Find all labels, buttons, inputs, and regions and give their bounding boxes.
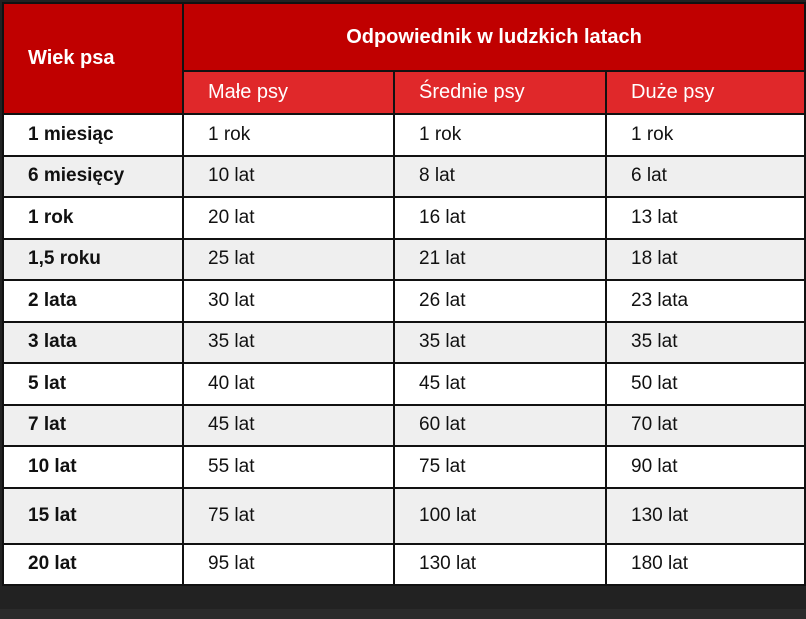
cell-large: 50 lat bbox=[605, 362, 806, 406]
cell-small: 45 lat bbox=[182, 403, 395, 447]
cell-small: 95 lat bbox=[182, 542, 395, 586]
table-row: 2 lata 30 lat 26 lat 23 lata bbox=[2, 279, 806, 323]
header-small-dogs: Małe psy bbox=[182, 70, 395, 115]
cell-dog-age: 5 lat bbox=[2, 362, 184, 406]
cell-large: 6 lat bbox=[605, 154, 806, 198]
table-row: 6 miesięcy 10 lat 8 lat 6 lat bbox=[2, 154, 806, 198]
cell-small: 10 lat bbox=[182, 154, 395, 198]
cell-small: 25 lat bbox=[182, 237, 395, 281]
table-row: 1,5 roku 25 lat 21 lat 18 lat bbox=[2, 237, 806, 281]
cell-medium: 16 lat bbox=[393, 196, 607, 240]
cell-medium: 130 lat bbox=[393, 542, 607, 586]
table-row: 3 lata 35 lat 35 lat 35 lat bbox=[2, 320, 806, 364]
header-human-equivalent: Odpowiednik w ludzkich latach bbox=[182, 2, 806, 72]
cell-dog-age: 1 miesiąc bbox=[2, 113, 184, 157]
header-dog-age: Wiek psa bbox=[2, 2, 184, 115]
cell-dog-age: 1,5 roku bbox=[2, 237, 184, 281]
cell-dog-age: 7 lat bbox=[2, 403, 184, 447]
cell-large: 70 lat bbox=[605, 403, 806, 447]
table-row: 7 lat 45 lat 60 lat 70 lat bbox=[2, 403, 806, 447]
table-row: 15 lat 75 lat 100 lat 130 lat bbox=[2, 486, 806, 545]
cell-dog-age: 3 lata bbox=[2, 320, 184, 364]
cell-small: 75 lat bbox=[182, 486, 395, 545]
cell-large: 130 lat bbox=[605, 486, 806, 545]
cell-small: 1 rok bbox=[182, 113, 395, 157]
cell-large: 35 lat bbox=[605, 320, 806, 364]
cell-medium: 75 lat bbox=[393, 445, 607, 489]
cell-small: 35 lat bbox=[182, 320, 395, 364]
table-row: 10 lat 55 lat 75 lat 90 lat bbox=[2, 445, 806, 489]
cell-medium: 35 lat bbox=[393, 320, 607, 364]
cell-medium: 8 lat bbox=[393, 154, 607, 198]
cell-dog-age: 15 lat bbox=[2, 486, 184, 545]
dog-age-table: Wiek psa Odpowiednik w ludzkich latach M… bbox=[2, 2, 806, 586]
header-large-dogs: Duże psy bbox=[605, 70, 806, 115]
cell-small: 20 lat bbox=[182, 196, 395, 240]
header-medium-dogs: Średnie psy bbox=[393, 70, 607, 115]
cell-dog-age: 2 lata bbox=[2, 279, 184, 323]
cell-medium: 1 rok bbox=[393, 113, 607, 157]
cell-medium: 45 lat bbox=[393, 362, 607, 406]
cell-large: 23 lata bbox=[605, 279, 806, 323]
cell-medium: 26 lat bbox=[393, 279, 607, 323]
cell-large: 18 lat bbox=[605, 237, 806, 281]
cell-dog-age: 6 miesięcy bbox=[2, 154, 184, 198]
cell-dog-age: 20 lat bbox=[2, 542, 184, 586]
cell-medium: 21 lat bbox=[393, 237, 607, 281]
cell-medium: 60 lat bbox=[393, 403, 607, 447]
cell-medium: 100 lat bbox=[393, 486, 607, 545]
cell-large: 1 rok bbox=[605, 113, 806, 157]
cell-dog-age: 1 rok bbox=[2, 196, 184, 240]
table-row: 1 rok 20 lat 16 lat 13 lat bbox=[2, 196, 806, 240]
cell-small: 55 lat bbox=[182, 445, 395, 489]
table-row: 1 miesiąc 1 rok 1 rok 1 rok bbox=[2, 113, 806, 157]
bottom-shadow-band bbox=[0, 609, 806, 619]
table-row: 5 lat 40 lat 45 lat 50 lat bbox=[2, 362, 806, 406]
cell-small: 30 lat bbox=[182, 279, 395, 323]
cell-small: 40 lat bbox=[182, 362, 395, 406]
table-row: 20 lat 95 lat 130 lat 180 lat bbox=[2, 542, 806, 586]
cell-dog-age: 10 lat bbox=[2, 445, 184, 489]
cell-large: 13 lat bbox=[605, 196, 806, 240]
cell-large: 90 lat bbox=[605, 445, 806, 489]
cell-large: 180 lat bbox=[605, 542, 806, 586]
